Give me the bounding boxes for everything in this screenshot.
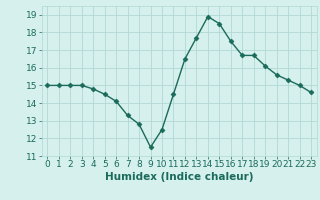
X-axis label: Humidex (Indice chaleur): Humidex (Indice chaleur) — [105, 172, 253, 182]
